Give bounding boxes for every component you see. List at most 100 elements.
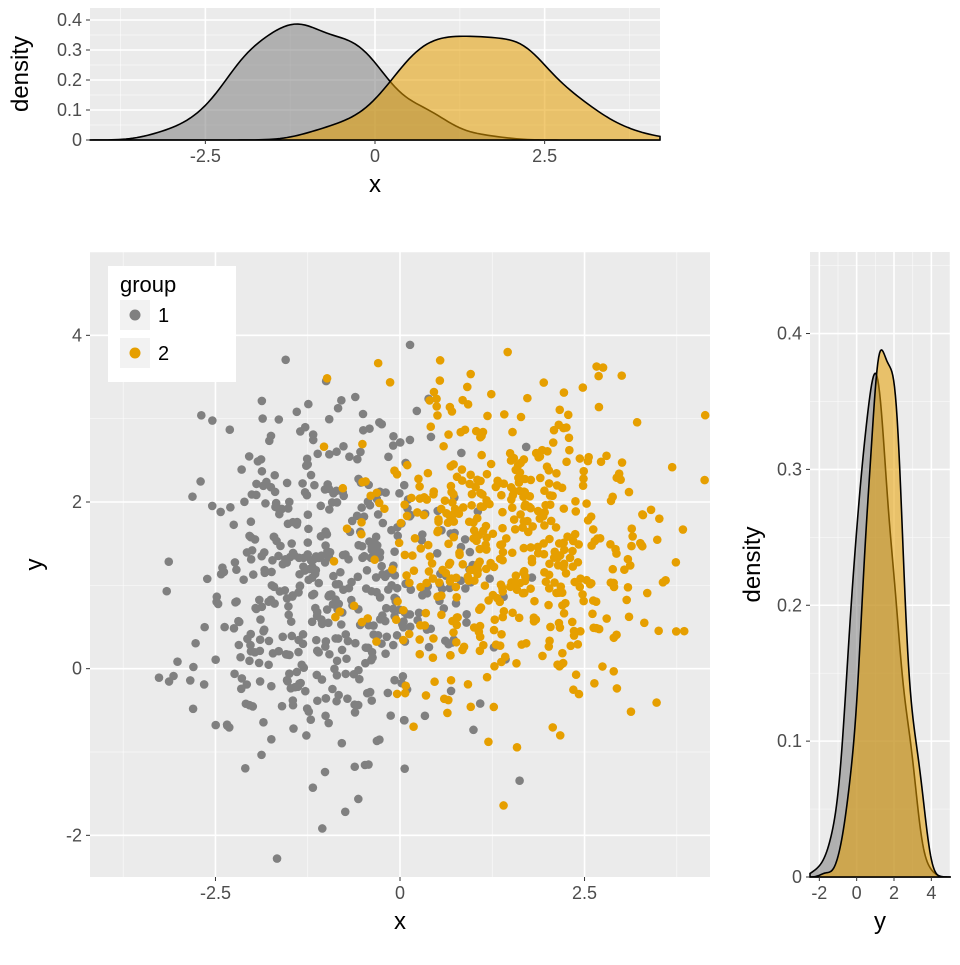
scatter-point-group2 bbox=[421, 609, 430, 618]
scatter-point-group1 bbox=[462, 618, 471, 627]
scatter-point-group2 bbox=[425, 567, 434, 576]
scatter-point-group2 bbox=[479, 641, 488, 650]
scatter-point-group1 bbox=[283, 650, 292, 659]
scatter-point-group1 bbox=[461, 584, 470, 593]
scatter-y-tick-label: 2 bbox=[72, 492, 82, 512]
scatter-point-group1 bbox=[311, 604, 320, 613]
scatter-point-group2 bbox=[609, 667, 618, 676]
scatter-point-group1 bbox=[427, 433, 436, 442]
scatter-point-group2 bbox=[668, 463, 677, 472]
scatter-point-group1 bbox=[164, 557, 173, 566]
scatter-point-group2 bbox=[545, 479, 554, 488]
scatter-point-group1 bbox=[312, 566, 321, 575]
scatter-point-group2 bbox=[582, 499, 591, 508]
scatter-point-group2 bbox=[487, 390, 496, 399]
scatter-point-group1 bbox=[334, 404, 343, 413]
scatter-point-group1 bbox=[515, 776, 524, 785]
scatter-point-group1 bbox=[231, 598, 240, 607]
scatter-point-group2 bbox=[576, 454, 585, 463]
scatter-point-group1 bbox=[256, 635, 265, 644]
scatter-point-group1 bbox=[237, 684, 246, 693]
scatter-point-group1 bbox=[381, 649, 390, 658]
scatter-point-group1 bbox=[203, 575, 212, 584]
top-density-y-tick-label: 0.1 bbox=[57, 100, 82, 120]
scatter-point-group1 bbox=[302, 461, 311, 470]
scatter-point-group2 bbox=[449, 490, 458, 499]
scatter-point-group2 bbox=[584, 453, 593, 462]
scatter-point-group2 bbox=[477, 451, 486, 460]
scatter-point-group2 bbox=[401, 689, 410, 698]
scatter-point-group2 bbox=[430, 677, 439, 686]
scatter-point-group2 bbox=[640, 618, 649, 627]
scatter-point-group2 bbox=[627, 524, 636, 533]
scatter-point-group2 bbox=[434, 518, 443, 527]
scatter-point-group2 bbox=[465, 517, 474, 526]
scatter-point-group2 bbox=[492, 483, 501, 492]
scatter-point-group1 bbox=[302, 731, 311, 740]
scatter-point-group2 bbox=[490, 615, 499, 624]
scatter-point-group2 bbox=[555, 619, 564, 628]
scatter-point-group1 bbox=[476, 699, 485, 708]
scatter-point-group1 bbox=[237, 465, 246, 474]
right-density-y-label: density bbox=[739, 526, 766, 602]
scatter-point-group1 bbox=[359, 410, 368, 419]
scatter-point-group2 bbox=[401, 551, 410, 560]
scatter-point-group2 bbox=[463, 383, 472, 392]
scatter-point-group1 bbox=[321, 768, 330, 777]
scatter-point-group2 bbox=[437, 610, 446, 619]
scatter-point-group2 bbox=[590, 679, 599, 688]
scatter-point-group2 bbox=[395, 539, 404, 548]
scatter-point-group2 bbox=[437, 591, 446, 600]
scatter-point-group1 bbox=[309, 430, 318, 439]
scatter-point-group2 bbox=[456, 428, 465, 437]
scatter-point-group1 bbox=[281, 355, 290, 364]
scatter-point-group2 bbox=[647, 506, 656, 515]
scatter-point-group2 bbox=[436, 356, 445, 365]
scatter-point-group1 bbox=[293, 518, 302, 527]
scatter-point-group2 bbox=[608, 493, 617, 502]
scatter-point-group2 bbox=[458, 465, 467, 474]
scatter-point-group1 bbox=[361, 643, 370, 652]
scatter-point-group1 bbox=[220, 623, 229, 632]
scatter-point-group1 bbox=[292, 668, 301, 677]
scatter-point-group1 bbox=[214, 600, 223, 609]
scatter-point-group2 bbox=[579, 467, 588, 476]
scatter-point-group1 bbox=[230, 670, 239, 679]
scatter-point-group2 bbox=[485, 500, 494, 509]
scatter-point-group2 bbox=[508, 608, 517, 617]
scatter-point-group2 bbox=[374, 359, 383, 368]
scatter-point-group1 bbox=[341, 807, 350, 816]
scatter-point-group1 bbox=[287, 539, 296, 548]
scatter-point-group1 bbox=[342, 654, 351, 663]
scatter-point-group1 bbox=[337, 620, 346, 629]
scatter-point-group1 bbox=[252, 480, 261, 489]
scatter-point-group2 bbox=[424, 541, 433, 550]
scatter-point-group1 bbox=[188, 492, 197, 501]
scatter-point-group1 bbox=[304, 576, 313, 585]
scatter-point-group1 bbox=[270, 533, 279, 542]
scatter-point-group1 bbox=[255, 596, 264, 605]
scatter-point-group2 bbox=[555, 405, 564, 414]
scatter-point-group2 bbox=[392, 615, 401, 624]
scatter-point-group1 bbox=[286, 684, 295, 693]
scatter-point-group1 bbox=[275, 415, 284, 424]
scatter-point-group1 bbox=[358, 542, 367, 551]
scatter-point-group1 bbox=[321, 541, 330, 550]
legend-item-label: 1 bbox=[158, 305, 169, 327]
right-density-x-tick-label: 0 bbox=[852, 883, 862, 903]
scatter-point-group2 bbox=[515, 478, 524, 487]
scatter-point-group2 bbox=[335, 607, 344, 616]
scatter-point-group1 bbox=[248, 546, 257, 555]
scatter-point-group2 bbox=[473, 475, 482, 484]
scatter-point-group2 bbox=[372, 488, 381, 497]
scatter-point-group1 bbox=[331, 634, 340, 643]
scatter-point-group1 bbox=[223, 720, 232, 729]
scatter-point-group1 bbox=[208, 502, 217, 511]
scatter-point-group1 bbox=[313, 450, 322, 459]
scatter-point-group1 bbox=[303, 538, 312, 547]
right-density-y-tick-label: 0.3 bbox=[777, 459, 802, 479]
scatter-point-group1 bbox=[265, 637, 274, 646]
top-density-y-label: density bbox=[7, 36, 34, 112]
scatter-point-group1 bbox=[367, 696, 376, 705]
figure: -2.502.500.10.20.30.4xdensity-2.502.5-20… bbox=[0, 0, 960, 960]
